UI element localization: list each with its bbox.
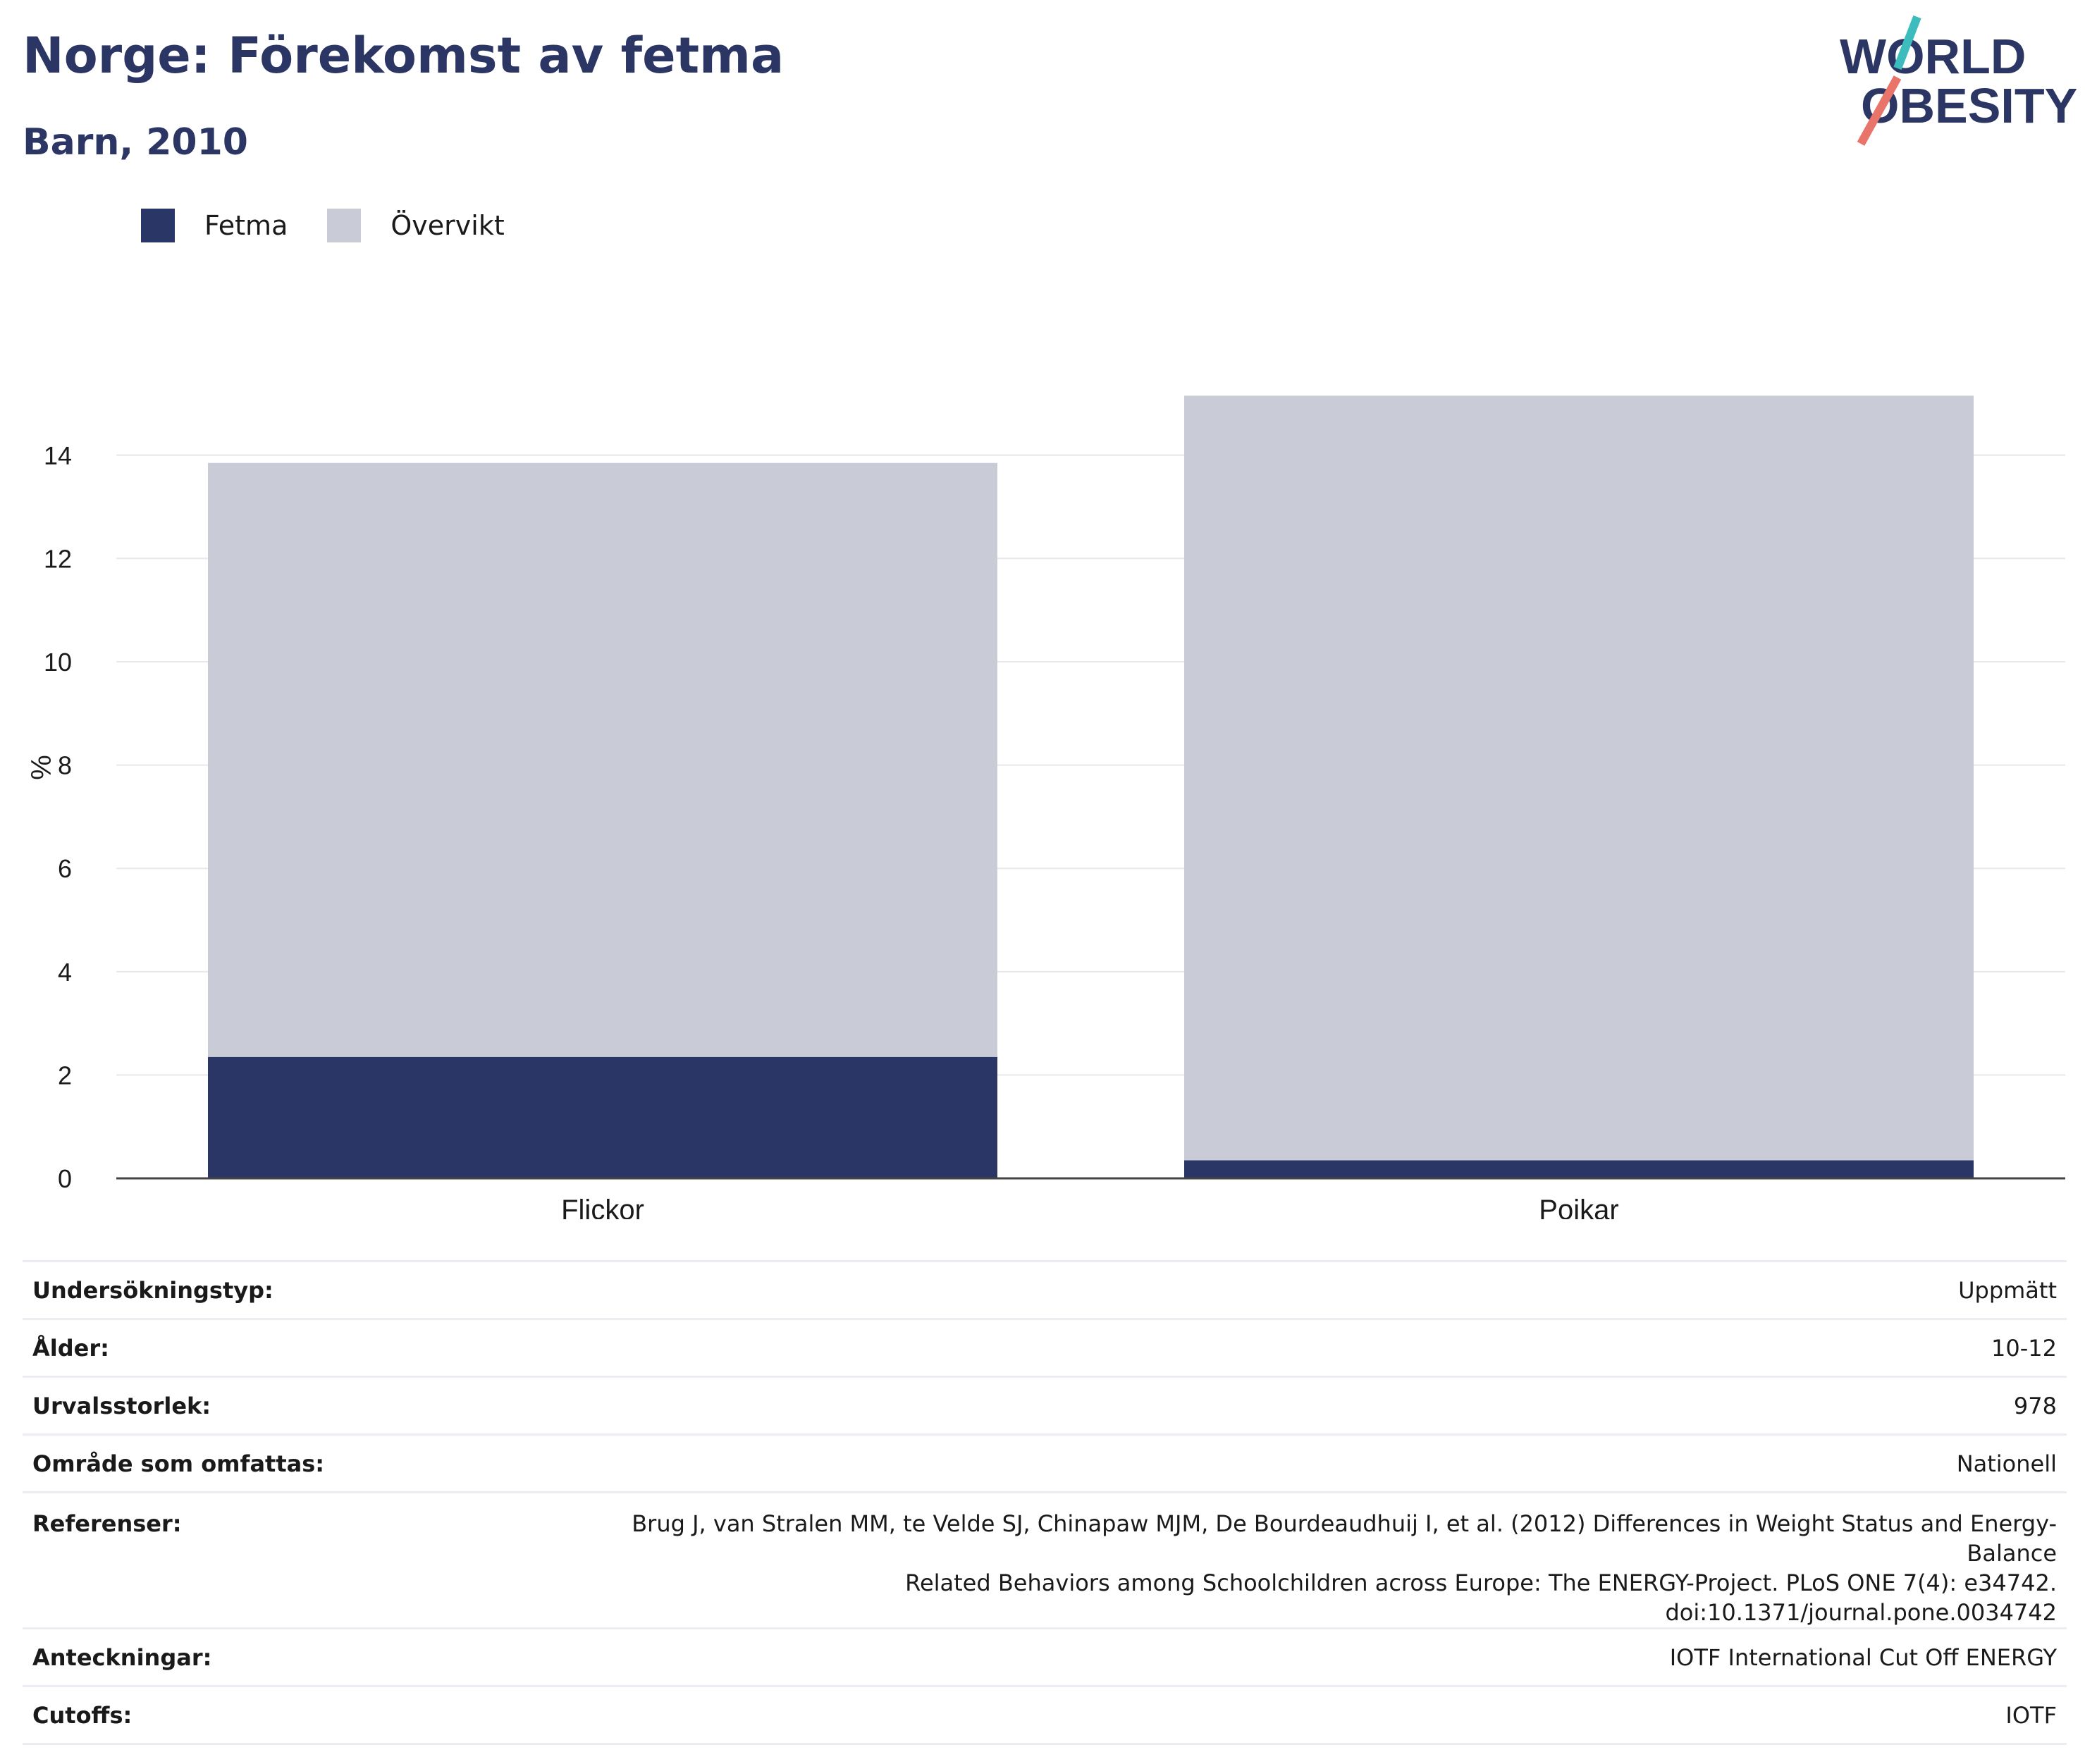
reference-line: Related Behaviors among Schoolchildren a… <box>905 1569 2057 1596</box>
info-row-cutoffs: Cutoffs: IOTF <box>23 1685 2067 1745</box>
y-tick-label: 12 <box>44 544 72 573</box>
bar-pojkar-fetma <box>1184 1160 1974 1178</box>
info-value: 10-12 <box>536 1318 2067 1377</box>
info-value: Nationell <box>536 1433 2067 1493</box>
info-key: Cutoffs: <box>23 1685 536 1745</box>
bar-flickor-overvikt <box>208 462 997 1057</box>
info-key: Urvalsstorlek: <box>23 1376 536 1435</box>
info-value: Uppmätt <box>536 1260 2067 1319</box>
page-subtitle: Barn, 2010 <box>23 121 248 164</box>
info-row-area: Område som omfattas: Nationell <box>23 1433 2067 1493</box>
world-obesity-logo: WORLD OBESITY <box>1840 16 2077 146</box>
info-value: Brug J, van Stralen MM, te Velde SJ, Chi… <box>536 1491 2067 1629</box>
info-key: Referenser: <box>23 1491 536 1629</box>
y-tick-label: 6 <box>58 854 72 883</box>
info-key: Område som omfattas: <box>23 1433 536 1493</box>
y-tick-label: 8 <box>58 751 72 780</box>
logo-teal-stroke <box>1893 16 1921 70</box>
study-info-table: Undersökningstyp: Uppmätt Ålder: 10-12 U… <box>23 1260 2067 1745</box>
y-tick-label: 4 <box>58 958 72 987</box>
logo-line2: OBESITY <box>1861 78 2077 133</box>
page-title: Norge: Förekomst av fetma <box>23 27 785 85</box>
legend-label-fetma: Fetma <box>204 210 288 241</box>
reference-line: Brug J, van Stralen MM, te Velde SJ, Chi… <box>632 1510 2057 1567</box>
legend-swatch-fetma <box>141 209 175 242</box>
reference-line: doi:10.1371/journal.pone.0034742 <box>1665 1599 2057 1626</box>
y-tick-label: 0 <box>58 1164 72 1193</box>
bar-flickor-fetma <box>208 1056 997 1178</box>
legend-item-fetma[interactable]: Fetma <box>141 209 288 242</box>
y-tick-label: 14 <box>44 441 72 470</box>
info-key: Ålder: <box>23 1318 536 1377</box>
logo-coral-stroke <box>1857 75 1902 146</box>
info-row-references: Referenser: Brug J, van Stralen MM, te V… <box>23 1491 2067 1629</box>
legend-item-overvikt[interactable]: Övervikt <box>327 209 505 242</box>
info-value: IOTF <box>536 1685 2067 1745</box>
legend-label-overvikt: Övervikt <box>390 210 505 241</box>
info-value: IOTF International Cut Off ENERGY <box>536 1627 2067 1686</box>
y-tick-label: 2 <box>58 1061 72 1090</box>
info-row-survey-type: Undersökningstyp: Uppmätt <box>23 1260 2067 1319</box>
info-row-notes: Anteckningar: IOTF International Cut Off… <box>23 1627 2067 1686</box>
info-value: 978 <box>536 1376 2067 1435</box>
y-axis-label: % <box>26 755 57 780</box>
bar-chart: 0 2 4 6 8 10 12 14% Flickor Pojkar <box>26 395 2065 1219</box>
info-key: Undersökningstyp: <box>23 1260 536 1319</box>
legend-swatch-overvikt <box>327 209 362 242</box>
bar-pojkar-overvikt <box>1184 395 1974 1161</box>
y-tick-label: 10 <box>44 648 72 677</box>
x-tick-label: Pojkar <box>1539 1195 1618 1219</box>
info-row-sample-size: Urvalsstorlek: 978 <box>23 1376 2067 1435</box>
x-tick-label: Flickor <box>561 1195 644 1219</box>
info-row-age: Ålder: 10-12 <box>23 1318 2067 1377</box>
logo-line1: WORLD <box>1840 29 2026 84</box>
info-key: Anteckningar: <box>23 1627 536 1686</box>
chart-legend: Fetma Övervikt <box>141 209 544 242</box>
